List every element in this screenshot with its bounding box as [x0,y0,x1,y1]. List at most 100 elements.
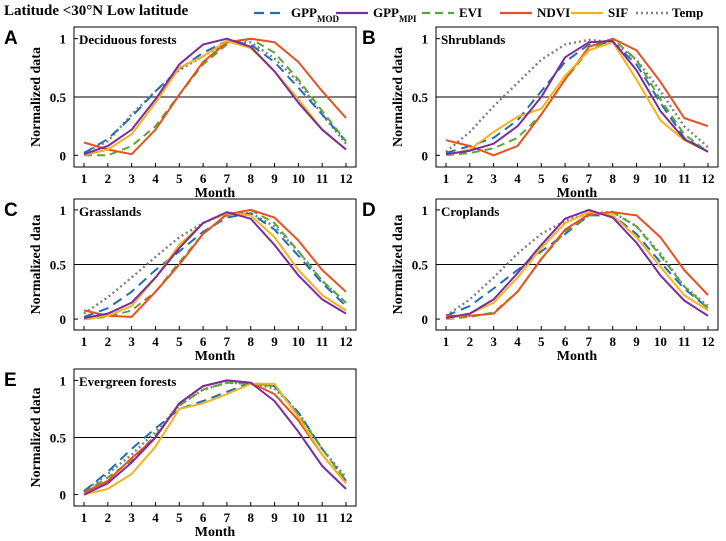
panel-title: Evergreen forests [79,374,176,389]
x-tick-label: 8 [609,334,616,349]
x-tick-label: 9 [271,171,278,186]
panel-title: Deciduous forests [79,32,177,47]
legend-label-ndvi: NDVI [537,5,570,20]
series-line-gpp_mod [83,381,347,492]
x-tick-label: 10 [654,171,667,186]
series-line-temp [83,381,347,493]
series-line-evi [84,37,347,157]
series-line-gpp_mod [83,40,347,154]
x-tick-label: 7 [586,334,593,349]
x-tick-label: 1 [443,171,450,186]
y-tick-label: 0 [60,148,67,163]
series-line-ndvi [83,208,347,318]
panel-letter: C [4,200,18,221]
y-tick-label: 0.5 [50,431,67,446]
x-tick-label: 5 [176,334,183,349]
x-tick-label: 2 [105,510,112,525]
x-tick-label: 3 [128,510,135,525]
legend-label-evi: EVI [459,5,482,20]
x-tick-label: 6 [200,171,207,186]
x-tick-label: 10 [292,171,305,186]
x-tick-label: 10 [654,334,667,349]
x-tick-label: 1 [81,171,88,186]
legend: GPPMOD GPPMPI EVI NDVI SIF Temp [254,5,703,24]
y-axis-label: Normalized data [391,47,406,147]
x-tick-label: 1 [443,334,450,349]
series-line-sif [83,40,347,157]
legend-sub-gpp_mod: MOD [317,14,339,24]
x-tick-label: 12 [340,510,353,525]
x-tick-label: 9 [633,334,640,349]
series-line-evi [83,208,347,321]
x-tick-label: 1 [81,334,88,349]
series-line-gpp_mpi [83,379,347,496]
x-tick-label: 5 [176,510,183,525]
legend-text-ndvi: NDVI [537,5,570,20]
x-tick-label: 3 [128,171,135,186]
x-tick-label: 8 [609,171,616,186]
panel-letter: B [362,28,376,49]
y-axis-label: Normalized data [29,215,44,315]
x-tick-label: 1 [81,510,88,525]
y-axis-label: Normalized data [391,215,406,315]
x-axis-label: Month [195,525,236,540]
x-tick-label: 7 [224,510,231,525]
x-axis-label: Month [557,186,598,201]
x-tick-label: 11 [316,171,328,186]
y-tick-label: 1 [60,373,67,388]
x-tick-label: 7 [224,171,231,186]
figure-title: Latitude <30°N Low latitude [4,3,188,19]
series-line-temp [83,41,347,155]
x-tick-label: 2 [105,171,112,186]
series-line-ndvi [83,37,347,156]
y-tick-label: 0.5 [50,258,67,273]
legend-sub-gpp_mpi: MPI [399,14,417,24]
y-tick-label: 0 [422,148,429,163]
x-tick-label: 3 [128,334,135,349]
x-tick-label: 7 [586,171,593,186]
x-tick-label: 4 [152,334,159,349]
series-line-gpp_mpi [445,40,709,156]
legend-label-gpp_mpi: GPPMPI [373,5,417,24]
x-tick-label: 6 [200,510,207,525]
series-line-sif [83,382,347,496]
legend-label-gpp_mod: GPPMOD [291,5,339,24]
x-tick-label: 8 [247,510,254,525]
series-line-gpp_mpi [83,37,347,156]
legend-text-gpp_mod: GPP [291,5,317,20]
legend-label-temp: Temp [672,5,703,20]
y-axis-label: Normalized data [29,47,44,147]
y-tick-label: 0.5 [412,90,429,105]
y-tick-label: 1 [60,203,67,218]
x-axis-label: Month [557,349,598,364]
x-tick-label: 5 [176,171,183,186]
x-tick-label: 9 [633,171,640,186]
legend-text-gpp_mpi: GPP [373,5,399,20]
panel-letter: D [362,200,376,221]
y-tick-label: 0 [60,488,67,503]
panel-letter: E [4,370,17,391]
x-tick-label: 12 [702,171,715,186]
series-line-temp [445,38,709,153]
x-tick-label: 4 [514,171,521,186]
x-tick-label: 5 [538,171,545,186]
y-axis-label: Normalized data [29,388,44,488]
y-tick-label: 1 [422,203,429,218]
x-tick-label: 2 [467,334,474,349]
y-tick-label: 0 [422,312,429,327]
panel-title: Croplands [441,204,499,219]
x-tick-label: 10 [292,510,305,525]
x-tick-label: 2 [105,334,112,349]
x-tick-label: 8 [247,334,254,349]
y-tick-label: 0.5 [412,258,429,273]
x-axis-label: Month [195,349,236,364]
x-tick-label: 3 [490,171,497,186]
x-tick-label: 3 [490,334,497,349]
x-tick-label: 8 [247,171,254,186]
x-tick-label: 7 [224,334,231,349]
